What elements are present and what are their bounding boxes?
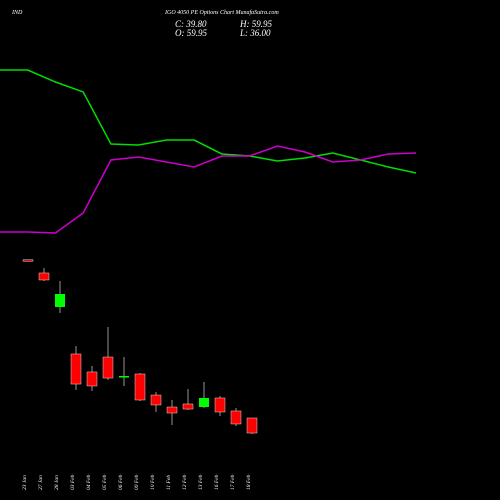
x-tick-label: 12 Feb (182, 474, 188, 490)
candle-body (134, 373, 146, 401)
candle-body (38, 272, 50, 281)
candle-body (102, 356, 114, 379)
x-tick-label: 27 Jan (38, 475, 44, 490)
candle-body (182, 403, 194, 410)
candle-body (150, 394, 162, 406)
ohlc-label: H: 59.95 (239, 19, 272, 29)
candle-body (119, 376, 129, 378)
x-tick-label: 10 Feb (150, 474, 156, 490)
x-tick-label: 13 Feb (198, 474, 204, 490)
x-tick-label: 18 Feb (246, 474, 252, 490)
candle-body (199, 397, 209, 408)
x-tick-label: 16 Feb (214, 474, 220, 490)
chart-title: IND (11, 10, 23, 16)
x-tick-label: 23 Jan (22, 475, 28, 490)
x-tick-label: 03 Feb (70, 474, 76, 490)
x-tick-label: 04 Feb (85, 474, 92, 490)
x-tick-label: 06 Feb (118, 474, 124, 490)
x-tick-label: 17 Feb (230, 474, 236, 490)
x-tick-label: 09 Feb (134, 474, 140, 490)
candle-body (166, 406, 178, 414)
indicator-line (0, 145, 417, 234)
candle-body (86, 371, 98, 387)
chart-subtitle: IGO 4050 PE Options Chart MunafaSutra.co… (164, 9, 279, 16)
indicator-line (0, 69, 417, 174)
candle-body (214, 397, 226, 413)
ohlc-label: L: 36.00 (239, 28, 271, 38)
ohlc-label: O: 59.95 (175, 28, 207, 38)
candle-body (22, 259, 34, 262)
x-tick-label: 11 Feb (166, 475, 172, 490)
x-tick-label: 05 Feb (102, 474, 108, 490)
ohlc-label: C: 39.80 (175, 19, 207, 29)
candle-body (70, 353, 82, 385)
candle-body (55, 294, 65, 308)
candle-body (246, 417, 258, 434)
x-tick-label: 28 Jan (54, 475, 60, 490)
candle-body (230, 410, 242, 425)
